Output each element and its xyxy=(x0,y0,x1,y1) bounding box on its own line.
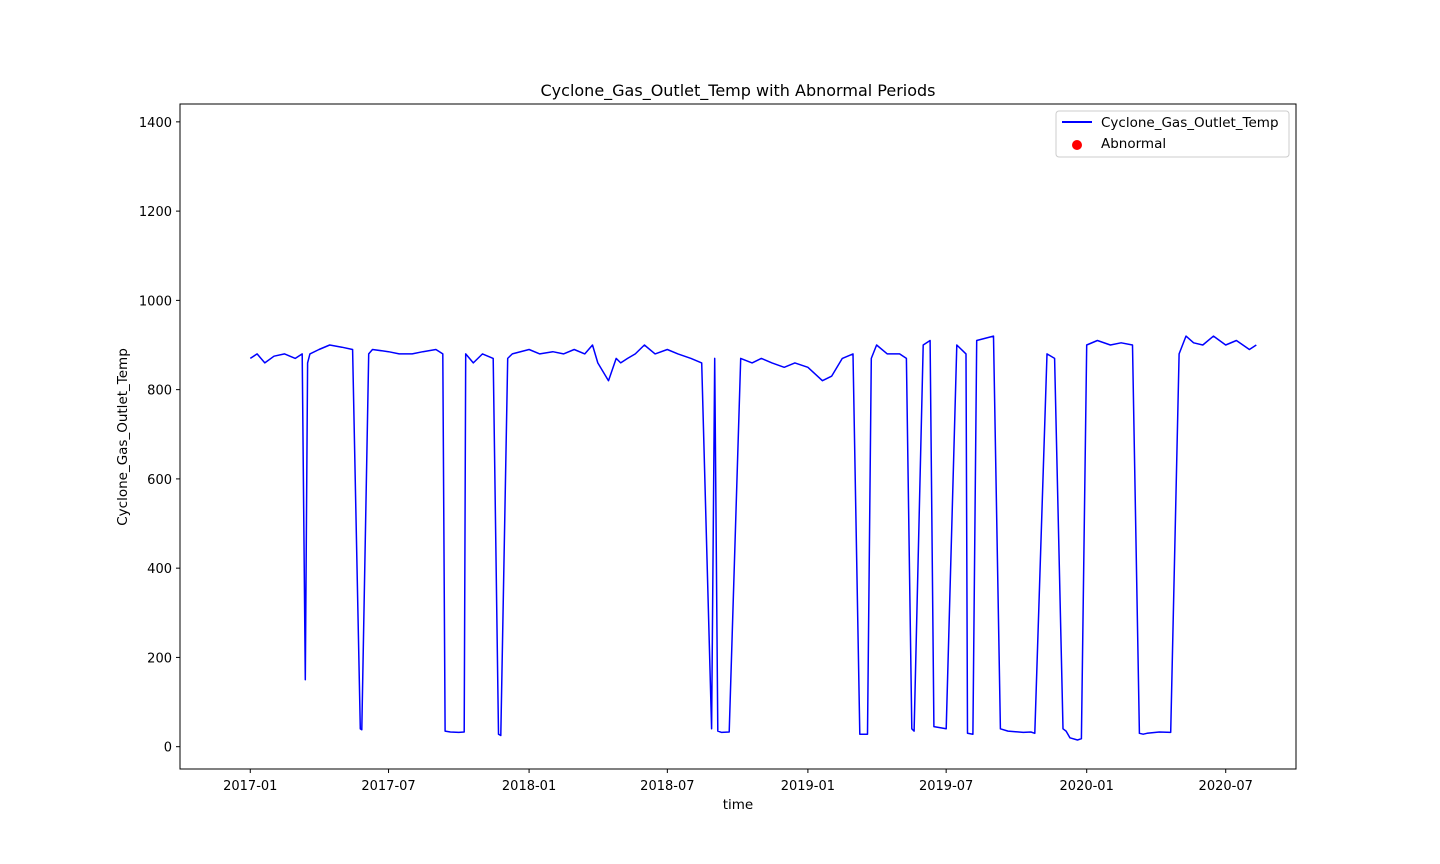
legend-box xyxy=(1055,110,1290,158)
y-tick-label: 0 xyxy=(164,741,172,756)
x-tick-label: 2020-07 xyxy=(1199,779,1253,794)
legend-dot-swatch xyxy=(1072,140,1082,150)
x-axis-label: time xyxy=(723,797,754,813)
y-tick-label: 400 xyxy=(147,562,172,577)
chart-title: Cyclone_Gas_Outlet_Temp with Abnormal Pe… xyxy=(541,81,936,101)
x-tick-label: 2017-07 xyxy=(361,779,415,794)
plot-data xyxy=(249,335,1257,741)
y-axis: 0 200 400 600 800 1000 1200 1400 xyxy=(139,116,180,756)
x-tick-label: 2018-01 xyxy=(502,779,556,794)
y-tick-label: 1200 xyxy=(139,205,172,220)
legend-label-series: Cyclone_Gas_Outlet_Temp xyxy=(1101,115,1279,131)
y-tick-label: 200 xyxy=(147,651,172,666)
x-tick-label: 2017-01 xyxy=(223,779,277,794)
x-tick-label: 2019-01 xyxy=(781,779,835,794)
x-tick-label: 2020-01 xyxy=(1060,779,1114,794)
y-tick-label: 1000 xyxy=(139,294,172,309)
x-axis: 2017-01 2017-07 2018-01 2018-07 2019-01 2019-… xyxy=(223,769,1253,794)
series-line xyxy=(249,335,1257,741)
x-tick-label: 2019-07 xyxy=(919,779,973,794)
y-tick-label: 800 xyxy=(147,384,172,399)
plot-area-frame xyxy=(179,103,1297,770)
y-tick-label: 600 xyxy=(147,473,172,488)
y-axis-label: Cyclone_Gas_Outlet_Temp xyxy=(115,348,131,526)
legend-label-abnormal: Abnormal xyxy=(1101,136,1166,152)
x-tick-label: 2018-07 xyxy=(640,779,694,794)
legend: Cyclone_Gas_Outlet_Temp Abnormal xyxy=(1055,110,1290,158)
y-tick-label: 1400 xyxy=(139,116,172,131)
